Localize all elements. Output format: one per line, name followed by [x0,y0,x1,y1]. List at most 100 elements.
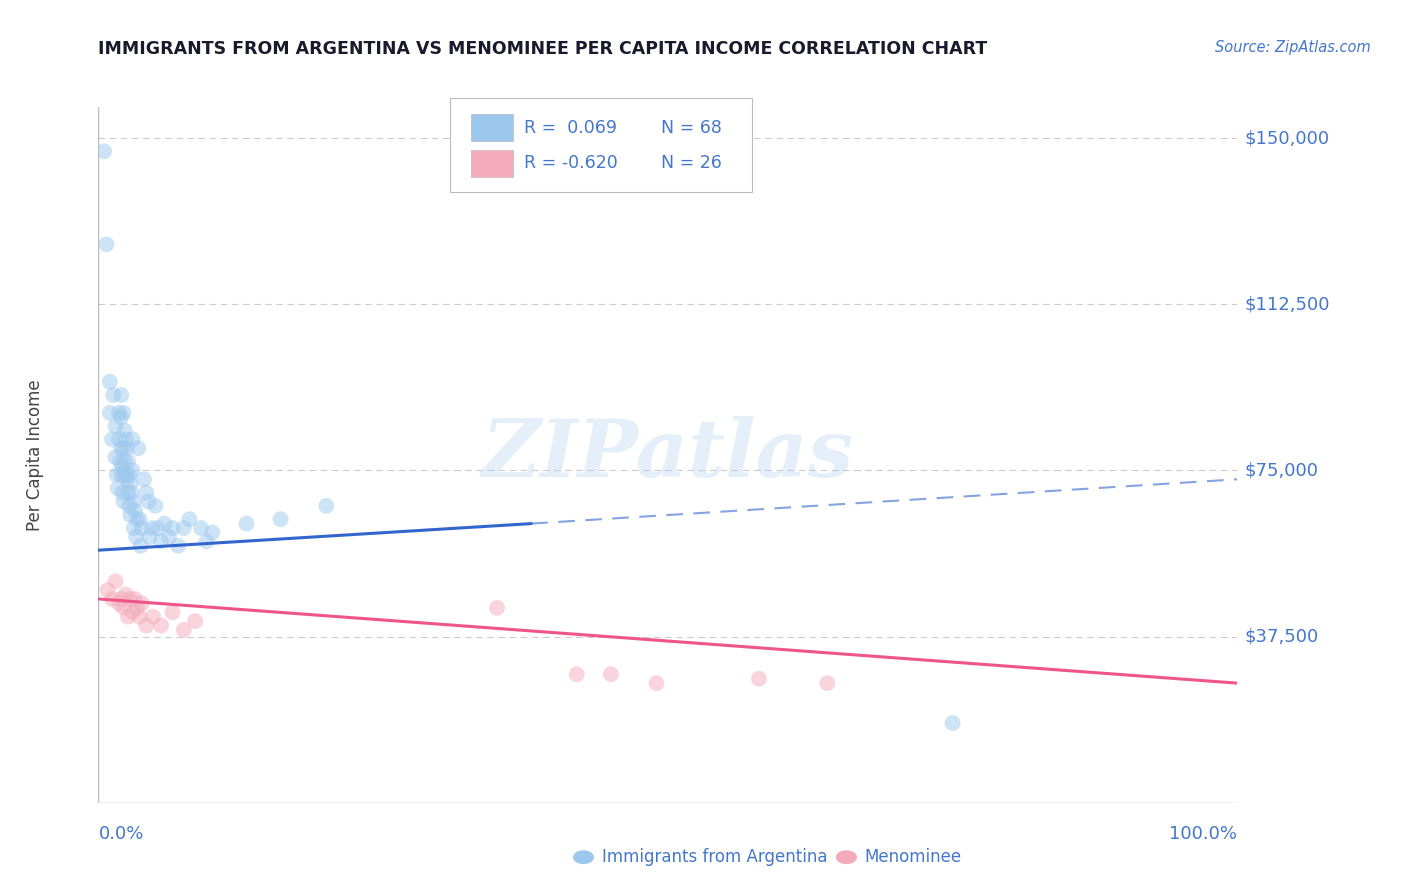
Point [486,600,509,615]
Point [115,442,138,456]
Point [120,485,142,500]
Point [146,521,169,535]
Point [96,237,118,252]
Point [138,530,160,544]
Point [112,442,135,456]
Point [114,454,136,468]
Point [117,454,139,468]
Point [114,433,136,447]
Text: 100.0%: 100.0% [1170,825,1237,843]
Point [110,410,132,425]
Point [150,534,173,549]
Point [112,494,135,508]
Point [122,521,145,535]
Point [114,467,136,482]
Point [135,618,157,632]
Point [121,463,143,477]
Point [201,525,224,540]
Point [114,587,136,601]
Text: R = -0.620: R = -0.620 [524,154,619,172]
Point [128,609,150,624]
Point [107,481,129,495]
Point [128,512,150,526]
Point [117,485,139,500]
Point [103,388,125,402]
Point [565,667,588,681]
Text: N = 26: N = 26 [661,154,721,172]
Point [101,433,124,447]
Point [108,596,131,610]
Point [122,494,145,508]
Point [115,472,138,486]
Point [127,512,149,526]
Point [104,419,127,434]
Point [112,600,135,615]
Point [315,499,337,513]
Point [121,605,143,619]
Point [127,600,149,615]
Point [142,609,165,624]
Point [111,458,134,473]
Point [173,521,195,535]
Point [121,433,143,447]
Point [195,534,218,549]
Point [815,676,838,690]
Text: $37,500: $37,500 [1244,628,1319,646]
Point [184,614,207,628]
Text: IMMIGRANTS FROM ARGENTINA VS MENOMINEE PER CAPITA INCOME CORRELATION CHART: IMMIGRANTS FROM ARGENTINA VS MENOMINEE P… [98,40,987,58]
Point [135,485,157,500]
Point [173,623,195,637]
Point [118,467,141,482]
Point [104,450,127,464]
Point [104,574,127,589]
Point [120,508,142,522]
Point [190,521,212,535]
Point [114,424,136,438]
Point [150,618,173,632]
Point [600,667,623,681]
Point [93,145,115,159]
Point [162,605,184,619]
Point [118,499,141,513]
Point [645,676,668,690]
Text: $150,000: $150,000 [1244,129,1330,147]
Point [124,591,146,606]
Point [138,494,160,508]
Text: Source: ZipAtlas.com: Source: ZipAtlas.com [1215,40,1371,55]
Point [942,716,965,731]
Point [96,583,118,598]
Point [153,516,176,531]
Point [131,596,153,610]
Point [120,591,142,606]
Point [748,672,770,686]
Point [120,476,142,491]
Text: N = 68: N = 68 [661,119,721,136]
Point [105,467,128,482]
Point [179,512,201,526]
Point [145,499,167,513]
Point [162,521,184,535]
Text: $112,500: $112,500 [1244,295,1330,313]
Text: ZIPatlas: ZIPatlas [482,417,853,493]
Point [112,467,135,482]
Point [110,388,132,402]
Point [98,406,121,420]
Text: R =  0.069: R = 0.069 [524,119,617,136]
Point [131,521,153,535]
Point [98,375,121,389]
Point [132,472,155,486]
Point [167,539,190,553]
Point [112,406,135,420]
Point [270,512,292,526]
Point [117,609,139,624]
Point [127,442,149,456]
Point [108,433,131,447]
Point [101,591,124,606]
Point [141,521,163,535]
Text: Menominee: Menominee [865,848,962,866]
Point [110,467,132,482]
Text: Immigrants from Argentina: Immigrants from Argentina [602,848,827,866]
Text: $75,000: $75,000 [1244,461,1319,479]
Text: 0.0%: 0.0% [98,825,143,843]
Point [111,485,134,500]
